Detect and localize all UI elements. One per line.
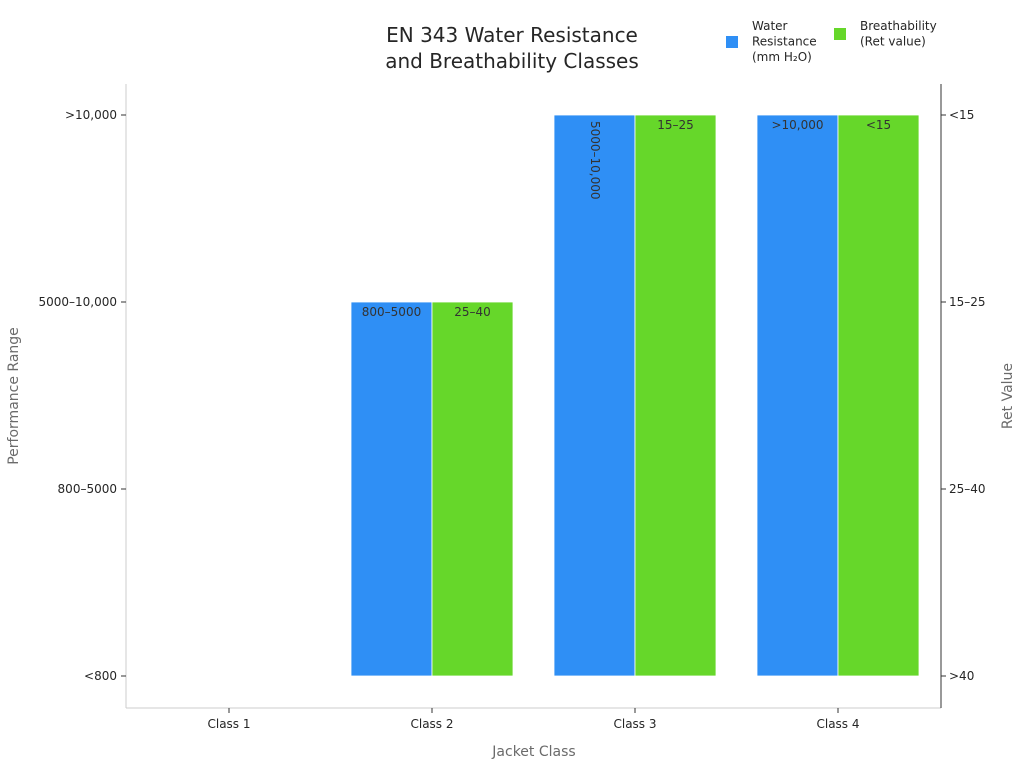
x-axis-ticks: Class 1 Class 2 Class 3 Class 4 [207,708,860,731]
y-right-tick-label: <15 [949,108,974,122]
left-axis-ticks: <800 800–5000 5000–10,000 >10,000 [38,108,126,683]
bars [350,114,920,677]
legend-swatch [834,28,846,40]
bar-water-resistance [756,114,839,677]
legend-entry-label: Water Resistance (mm H₂O) [752,19,817,64]
bar-water-resistance [553,114,636,677]
legend-entry-label: Breathability (Ret value) [860,19,937,49]
bar-value-label: 15–25 [657,118,694,132]
y-right-tick-label: 25–40 [949,482,986,496]
y-right-tick-label: 15–25 [949,295,986,309]
bar-value-label: 25–40 [454,305,491,319]
legend-swatch [726,36,738,48]
x-tick-label: Class 1 [207,717,250,731]
chart-title-line-2: and Breathability Classes [385,49,639,73]
bar-value-label: 5000–10,000 [588,121,602,200]
legend: Water Resistance (mm H₂O) Breathability (Ret… [726,19,937,64]
right-axis-ticks: >40 25–40 15–25 <15 [941,108,986,683]
y-right-tick-label: >40 [949,669,974,683]
bar-value-label: >10,000 [771,118,823,132]
y-axis-right-title: Ret Value [1000,363,1016,429]
bar-water-resistance [350,301,433,677]
bar-breathability [634,114,717,677]
bar-labels: 800–5000 25–40 5000–10,000 15–25 >10,000 <15 [362,118,891,319]
bar-breathability [431,301,514,677]
y-tick-label: 800–5000 [58,482,117,496]
y-tick-label: >10,000 [65,108,117,122]
x-tick-label: Class 2 [410,717,453,731]
chart-title-line-1: EN 343 Water Resistance [386,23,638,47]
y-tick-label: <800 [84,669,117,683]
y-tick-label: 5000–10,000 [38,295,117,309]
bar-value-label: 800–5000 [362,305,421,319]
x-tick-label: Class 3 [613,717,656,731]
bar-value-label: <15 [866,118,891,132]
x-axis-title: Jacket Class [491,744,575,760]
y-axis-title: Performance Range [6,327,22,465]
bar-breathability [837,114,920,677]
x-tick-label: Class 4 [816,717,859,731]
